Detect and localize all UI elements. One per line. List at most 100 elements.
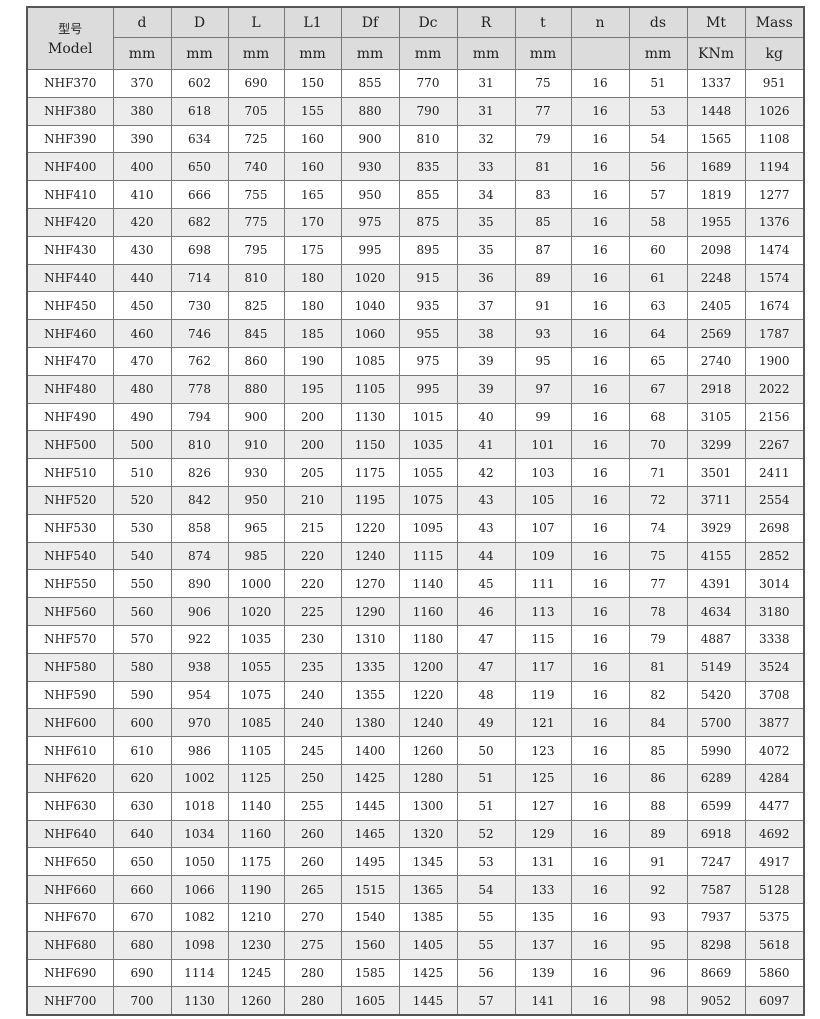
value-cell: 730 <box>170 291 229 321</box>
value-cell: 1000 <box>227 569 285 599</box>
value-cell: 1002 <box>170 763 229 793</box>
value-cell: 580 <box>112 652 172 682</box>
value-cell: 1819 <box>686 180 746 209</box>
column-unit: kg <box>744 37 805 70</box>
value-cell: 1015 <box>398 402 458 432</box>
value-cell: 875 <box>398 207 458 237</box>
value-cell: 16 <box>570 597 630 626</box>
column-unit: mm <box>170 37 229 70</box>
table-row: NHF650 650 1050 1175 260 1495 1345 53 131 16 91 724… <box>26 847 805 877</box>
value-cell: 6918 <box>686 819 746 849</box>
table-row: NHF380 380 618 705 155 880 790 31 77 16 53 1448 1026 <box>26 96 805 126</box>
value-cell: 49 <box>456 708 516 738</box>
table-row: NHF680 680 1098 1230 275 1560 1405 55 137 16 95 829… <box>26 930 805 960</box>
value-cell: 1376 <box>744 207 805 237</box>
model-cell: NHF540 <box>26 541 114 571</box>
value-cell: 250 <box>283 763 342 793</box>
value-cell: 240 <box>283 708 342 738</box>
value-cell: 4072 <box>744 736 805 765</box>
value-cell: 16 <box>570 485 630 515</box>
model-cell: NHF550 <box>26 569 114 599</box>
value-cell: 200 <box>283 402 342 432</box>
table-row: NHF490 490 794 900 200 1130 1015 40 99 16 68 3105 21… <box>26 402 805 432</box>
column-header-d: D <box>170 6 229 38</box>
value-cell: 32 <box>456 124 516 154</box>
value-cell: 87 <box>514 235 572 265</box>
column-header-l1: L1 <box>283 6 342 38</box>
value-cell: 1405 <box>398 930 458 960</box>
value-cell: 790 <box>398 96 458 126</box>
table-row: NHF420 420 682 775 170 975 875 35 85 16 58 1955 1376 <box>26 207 805 237</box>
value-cell: 1277 <box>744 180 805 209</box>
model-cell: NHF450 <box>26 291 114 321</box>
value-cell: 16 <box>570 930 630 960</box>
value-cell: 121 <box>514 708 572 738</box>
value-cell: 52 <box>456 819 516 849</box>
value-cell: 986 <box>170 736 229 765</box>
table-row: NHF670 670 1082 1210 270 1540 1385 55 135 16 93 793… <box>26 902 805 932</box>
value-cell: 1175 <box>340 458 400 487</box>
value-cell: 119 <box>514 680 572 710</box>
model-cell: NHF400 <box>26 152 114 182</box>
value-cell: 618 <box>170 96 229 126</box>
value-cell: 420 <box>112 207 172 237</box>
value-cell: 1280 <box>398 763 458 793</box>
value-cell: 53 <box>628 96 688 126</box>
value-cell: 951 <box>744 69 805 98</box>
model-cell: NHF660 <box>26 875 114 904</box>
value-cell: 48 <box>456 680 516 710</box>
value-cell: 1085 <box>227 708 285 738</box>
value-cell: 1140 <box>398 569 458 599</box>
value-cell: 1210 <box>227 902 285 932</box>
value-cell: 39 <box>456 346 516 376</box>
model-cell: NHF470 <box>26 346 114 376</box>
value-cell: 3299 <box>686 430 746 460</box>
value-cell: 57 <box>628 180 688 209</box>
value-cell: 74 <box>628 513 688 543</box>
value-cell: 1075 <box>398 485 458 515</box>
table-row: NHF450 450 730 825 180 1040 935 37 91 16 63 2405 167… <box>26 291 805 321</box>
value-cell: 1195 <box>340 485 400 515</box>
value-cell: 725 <box>227 124 285 154</box>
model-cell: NHF670 <box>26 902 114 932</box>
value-cell: 1060 <box>340 319 400 348</box>
value-cell: 950 <box>227 485 285 515</box>
value-cell: 1140 <box>227 791 285 821</box>
value-cell: 3524 <box>744 652 805 682</box>
value-cell: 970 <box>170 708 229 738</box>
model-cell: NHF630 <box>26 791 114 821</box>
value-cell: 1098 <box>170 930 229 960</box>
value-cell: 95 <box>628 930 688 960</box>
value-cell: 16 <box>570 958 630 988</box>
value-cell: 175 <box>283 235 342 265</box>
value-cell: 8669 <box>686 958 746 988</box>
value-cell: 1160 <box>398 597 458 626</box>
value-cell: 3105 <box>686 402 746 432</box>
value-cell: 64 <box>628 319 688 348</box>
value-cell: 1310 <box>340 624 400 654</box>
value-cell: 995 <box>340 235 400 265</box>
table-row: NHF620 620 1002 1125 250 1425 1280 51 125 16 86 628… <box>26 763 805 793</box>
value-cell: 935 <box>398 291 458 321</box>
value-cell: 16 <box>570 736 630 765</box>
table-row: NHF660 660 1066 1190 265 1515 1365 54 133 16 92 758… <box>26 875 805 904</box>
table-row: NHF390 390 634 725 160 900 810 32 79 16 54 1565 1108 <box>26 124 805 154</box>
value-cell: 63 <box>628 291 688 321</box>
value-cell: 1574 <box>744 263 805 293</box>
column-header-df: Df <box>340 6 400 38</box>
value-cell: 795 <box>227 235 285 265</box>
value-cell: 5128 <box>744 875 805 904</box>
value-cell: 835 <box>398 152 458 182</box>
value-cell: 1040 <box>340 291 400 321</box>
model-cell: NHF690 <box>26 958 114 988</box>
value-cell: 985 <box>227 541 285 571</box>
value-cell: 770 <box>398 69 458 98</box>
table-row: NHF700 700 1130 1260 280 1605 1445 57 141 16 98 905… <box>26 986 805 1016</box>
value-cell: 860 <box>227 346 285 376</box>
value-cell: 965 <box>227 513 285 543</box>
value-cell: 46 <box>456 597 516 626</box>
value-cell: 400 <box>112 152 172 182</box>
value-cell: 3338 <box>744 624 805 654</box>
